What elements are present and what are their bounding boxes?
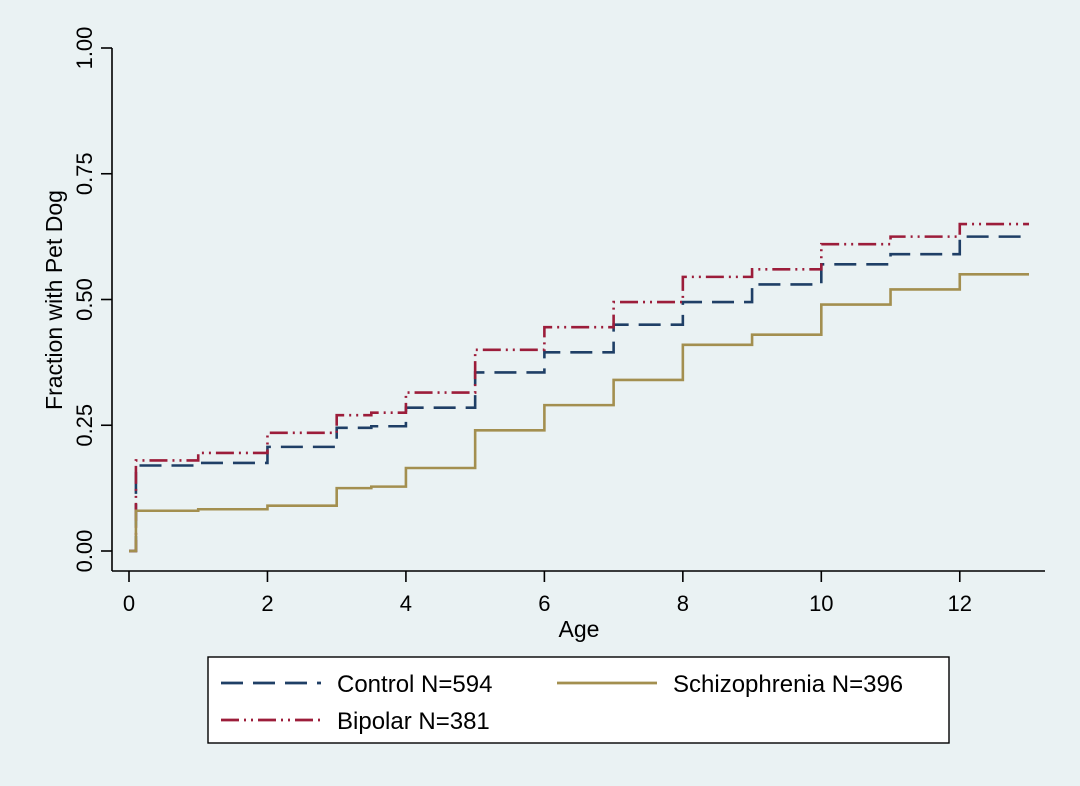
x-tick-label: 2 — [261, 591, 273, 616]
series-line — [129, 222, 1029, 553]
x-axis-title: Age — [559, 616, 600, 642]
y-tick-label: 1.00 — [72, 27, 97, 70]
legend-label: Control N=594 — [337, 671, 492, 698]
series-line — [129, 273, 1029, 553]
x-tick-label: 8 — [677, 591, 689, 616]
y-tick-label: 0.00 — [72, 530, 97, 573]
y-tick-label: 0.75 — [72, 152, 97, 195]
x-tick-label: 4 — [400, 591, 412, 616]
legend-label: Schizophrenia N=396 — [673, 671, 903, 698]
legend-label: Bipolar N=381 — [337, 708, 490, 735]
plot-area — [112, 48, 1045, 571]
y-axis-ticks: 0.00 0.25 0.50 0.75 1.00 — [72, 27, 112, 573]
legend-box — [207, 656, 950, 744]
y-tick-label: 0.50 — [72, 278, 97, 321]
legend: Control N=594 Bipolar N=381 Schizophrenia … — [207, 656, 950, 744]
x-axis-ticks: 0 2 4 6 8 10 12 — [123, 571, 972, 616]
x-tick-label: 0 — [123, 591, 135, 616]
y-tick-label: 0.25 — [72, 404, 97, 447]
x-tick-label: 10 — [809, 591, 833, 616]
x-tick-label: 12 — [948, 591, 972, 616]
legend-items: Control N=594 Bipolar N=381 Schizophrenia … — [221, 671, 903, 735]
x-tick-label: 6 — [538, 591, 550, 616]
series-layer — [129, 222, 1029, 553]
y-axis-title: Fraction with Pet Dog — [41, 190, 67, 410]
series-line — [129, 235, 1029, 553]
